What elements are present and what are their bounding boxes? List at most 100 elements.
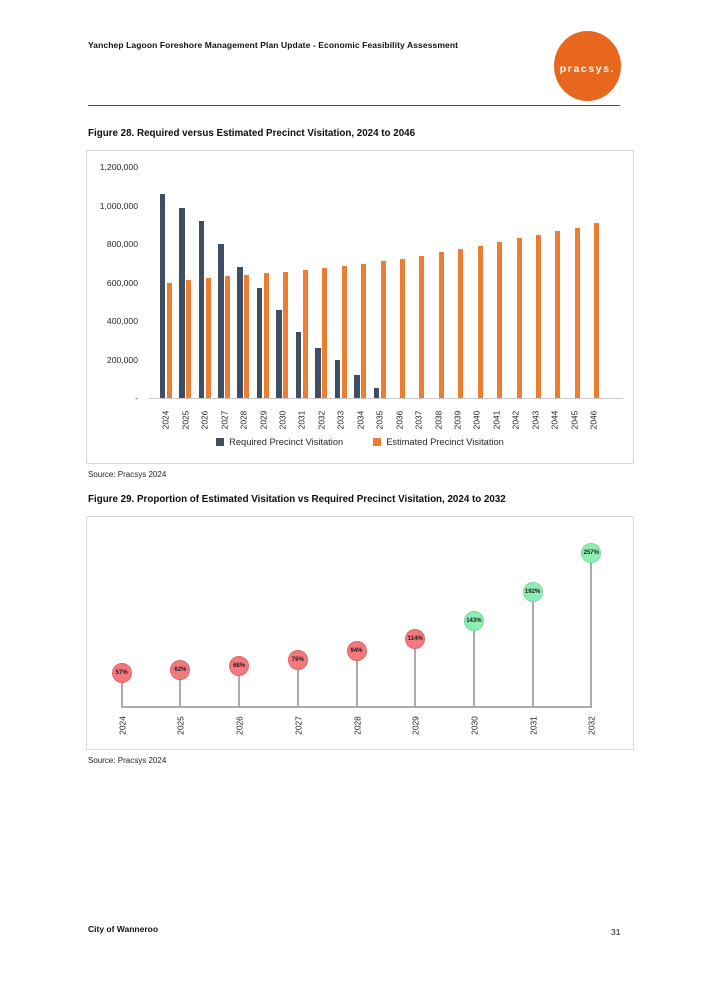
required-bar-2028 [237, 266, 243, 398]
estimated-bar-2035 [380, 261, 386, 398]
required-bar-2024 [159, 193, 166, 398]
required-bar-2033 [334, 360, 341, 398]
x-tick-2026: 2026 [195, 403, 214, 437]
bar-group-2043 [525, 167, 544, 398]
bar-group-2029 [253, 167, 272, 398]
legend-item-estimated: Estimated Precinct Visitation [373, 437, 504, 447]
x-tick-label: 2034 [355, 410, 366, 430]
figure28-y-axis-labels: - 200,000 400,000 600,000 800,000 1,000,000 1,… [87, 151, 138, 411]
required-legend-label: Required Precinct Visitation [229, 437, 344, 447]
bar-group-2044 [545, 167, 564, 398]
x-tick-2031: 2031 [292, 403, 311, 437]
x-tick-2028: 2028 [234, 403, 253, 437]
page-number: 31 [611, 927, 621, 937]
lollipop-point-2032: 257% [581, 542, 602, 563]
bar-group-2042 [506, 167, 525, 398]
x-tick-label: 2030 [277, 410, 288, 430]
lollipop-stem-2027 [296, 659, 299, 707]
bar-group-2024 [156, 167, 175, 398]
x-tick-label-2028: 2028 [351, 716, 362, 735]
bar-group-2025 [175, 167, 194, 398]
bar-group-2038 [428, 167, 447, 398]
estimated-bar-2028 [244, 274, 250, 398]
estimated-bar-2046 [594, 223, 600, 398]
estimated-legend-swatch [373, 438, 382, 446]
x-tick-label-2032: 2032 [586, 716, 597, 735]
y-tick-label: 800,000 [106, 239, 138, 249]
estimated-bar-2043 [536, 234, 542, 398]
required-bar-2032 [315, 347, 321, 398]
x-tick-2029: 2029 [253, 403, 272, 437]
y-tick-label: - [135, 393, 138, 403]
required-bar-2031 [295, 331, 302, 398]
bar-group-2035 [370, 167, 389, 398]
x-tick-2037: 2037 [409, 403, 428, 437]
estimated-bar-2037 [419, 255, 425, 398]
x-tick-label-2031: 2031 [527, 716, 538, 735]
x-tick-2043: 2043 [525, 403, 544, 437]
figure28-title: Figure 28. Required versus Estimated Pre… [88, 128, 416, 139]
estimated-bar-2025 [186, 280, 192, 398]
bar-group-2030 [273, 167, 292, 398]
bar-group-2037 [409, 167, 428, 398]
estimated-bar-2030 [283, 271, 289, 398]
required-bar-2035 [373, 388, 380, 398]
required-bar-2034 [354, 374, 360, 398]
bar-group-2045 [564, 167, 583, 398]
estimated-bar-2033 [341, 265, 347, 398]
figure28-legend: Required Precinct Visitation Estimated P… [87, 437, 633, 447]
lollipop-point-2025: 62% [170, 659, 191, 680]
bar-group-2046 [584, 167, 603, 398]
figure28-x-axis-labels: 2024 2025 2026 2027 2028 2029 2030 2031 2032 2033… [156, 403, 603, 437]
lollipop-stem-2025 [179, 669, 182, 707]
figure28-chart: - 200,000 400,000 600,000 800,000 1,000,000 1,… [86, 150, 634, 464]
x-tick-label: 2044 [549, 410, 560, 430]
estimated-legend-label: Estimated Precinct Visitation [386, 437, 504, 447]
lollipop-point-2027: 79% [287, 649, 308, 670]
required-bar-2029 [256, 288, 263, 398]
figure28-x-axis-line [149, 398, 623, 399]
estimated-bar-2041 [497, 242, 503, 398]
x-tick-2046: 2046 [584, 403, 603, 437]
x-tick-2034: 2034 [350, 403, 369, 437]
bar-group-2032 [312, 167, 331, 398]
document-header-title: Yanchep Lagoon Foreshore Management Plan… [88, 40, 459, 50]
estimated-bar-2024 [166, 282, 172, 398]
figure29-baseline [120, 706, 593, 708]
x-tick-label: 2037 [413, 410, 424, 430]
required-bar-2030 [276, 309, 282, 398]
x-tick-2045: 2045 [564, 403, 583, 437]
y-tick-label: 600,000 [106, 277, 138, 288]
y-tick-label: 1,200,000 [99, 162, 138, 172]
lollipop-point-2030: 143% [463, 611, 484, 632]
x-tick-2041: 2041 [486, 403, 505, 437]
figure28-source: Source: Pracsys 2024 [88, 470, 167, 479]
y-tick-label: 1,000,000 [99, 200, 138, 211]
y-tick-label: 200,000 [106, 354, 138, 365]
lollipop-stem-2031 [531, 591, 534, 707]
legend-item-required: Required Precinct Visitation [216, 437, 343, 447]
lollipop-stem-2030 [472, 621, 475, 707]
x-tick-2033: 2033 [331, 403, 350, 437]
x-tick-label: 2027 [219, 410, 230, 430]
x-tick-2030: 2030 [273, 403, 292, 437]
x-tick-label: 2035 [374, 410, 385, 430]
x-tick-label: 2031 [296, 410, 307, 430]
lollipop-point-2029: 114% [405, 628, 426, 649]
x-tick-2032: 2032 [312, 403, 331, 437]
required-bar-2026 [198, 220, 205, 398]
x-tick-2038: 2038 [428, 403, 447, 437]
estimated-bar-2040 [477, 245, 483, 398]
x-tick-label: 2043 [530, 410, 541, 430]
x-tick-2027: 2027 [214, 403, 233, 437]
y-tick-label: 400,000 [106, 316, 138, 326]
x-tick-label-2026: 2026 [234, 716, 245, 735]
x-tick-label: 2036 [393, 410, 404, 430]
x-tick-label: 2046 [588, 410, 599, 430]
estimated-bar-2045 [574, 227, 580, 398]
lollipop-stem-2024 [120, 672, 123, 707]
x-tick-label-2029: 2029 [410, 716, 421, 735]
x-tick-label: 2039 [452, 410, 463, 430]
lollipop-point-2028: 94% [346, 640, 367, 661]
estimated-bar-2034 [361, 263, 367, 398]
